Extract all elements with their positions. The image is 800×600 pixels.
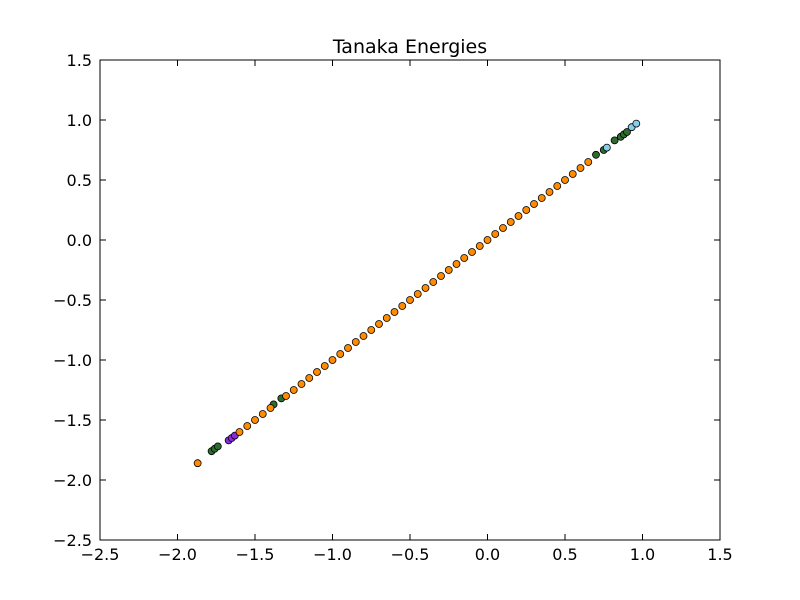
data-point — [406, 296, 414, 304]
data-point — [375, 320, 383, 328]
data-point — [452, 260, 461, 268]
data-point — [351, 338, 360, 346]
x-tick-label: 1.0 — [630, 545, 655, 564]
data-point — [483, 236, 492, 244]
data-point — [602, 143, 611, 152]
y-tick-label: −2.5 — [53, 531, 92, 550]
data-point — [266, 404, 275, 412]
data-point — [398, 302, 407, 310]
data-point — [506, 218, 515, 226]
x-tick-label: 1.5 — [707, 545, 732, 564]
x-tick-label: 0.0 — [475, 545, 500, 564]
y-tick-label: −1.0 — [53, 351, 92, 370]
data-point — [282, 392, 290, 400]
data-point — [382, 314, 391, 322]
data-point — [514, 212, 523, 220]
data-point — [297, 380, 306, 388]
y-tick-label: 0.0 — [67, 231, 92, 250]
data-point — [499, 224, 507, 232]
data-point — [390, 308, 399, 316]
data-point — [522, 206, 531, 214]
data-point — [289, 386, 298, 394]
data-points — [193, 119, 641, 468]
data-point — [213, 442, 222, 451]
y-tick-label: −1.5 — [53, 411, 92, 430]
data-point — [320, 362, 329, 370]
data-point — [610, 136, 619, 145]
data-point — [623, 128, 631, 136]
y-axis: −2.5 −2.0 −1.5 −1.0 −0.5 0.0 0.5 1.0 1.5 — [53, 51, 720, 550]
data-point — [193, 459, 202, 468]
x-axis: −2.5 −2.0 −1.5 −1.0 −0.5 0.0 0.5 1.0 1.5 — [81, 60, 733, 564]
data-point — [468, 248, 476, 256]
data-point — [592, 150, 600, 159]
x-tick-label: −0.5 — [391, 545, 430, 564]
data-point — [632, 119, 641, 128]
data-point — [359, 332, 368, 340]
data-point — [444, 266, 453, 274]
data-point — [413, 290, 422, 298]
data-point — [429, 278, 438, 286]
data-point — [258, 410, 267, 418]
data-point — [251, 416, 259, 424]
data-point — [421, 284, 430, 292]
data-point — [537, 194, 546, 202]
y-tick-label: −0.5 — [53, 291, 92, 310]
chart-title: Tanaka Energies — [332, 36, 487, 58]
x-tick-label: −2.5 — [81, 545, 120, 564]
data-point — [460, 254, 469, 262]
data-point — [344, 344, 352, 352]
data-point — [561, 176, 569, 184]
data-point — [576, 164, 585, 172]
y-tick-label: −2.0 — [53, 471, 92, 490]
data-point — [437, 272, 445, 280]
x-tick-label: −2.0 — [158, 545, 197, 564]
data-point — [313, 368, 321, 376]
x-tick-label: 0.5 — [552, 545, 577, 564]
data-point — [568, 170, 577, 178]
y-tick-label: 1.5 — [67, 51, 92, 70]
data-point — [328, 356, 337, 364]
data-point — [491, 230, 500, 238]
data-point — [584, 158, 593, 166]
data-point — [367, 326, 376, 334]
data-point — [336, 350, 345, 358]
data-point — [545, 188, 554, 196]
data-point — [475, 242, 484, 250]
data-point — [553, 182, 562, 190]
y-tick-label: 0.5 — [67, 171, 92, 190]
data-point — [235, 428, 244, 436]
x-tick-label: −1.0 — [313, 545, 352, 564]
data-point — [530, 200, 538, 208]
x-tick-label: −1.5 — [236, 545, 275, 564]
y-tick-label: 1.0 — [67, 111, 92, 130]
data-point — [243, 422, 252, 430]
data-point — [305, 374, 314, 382]
